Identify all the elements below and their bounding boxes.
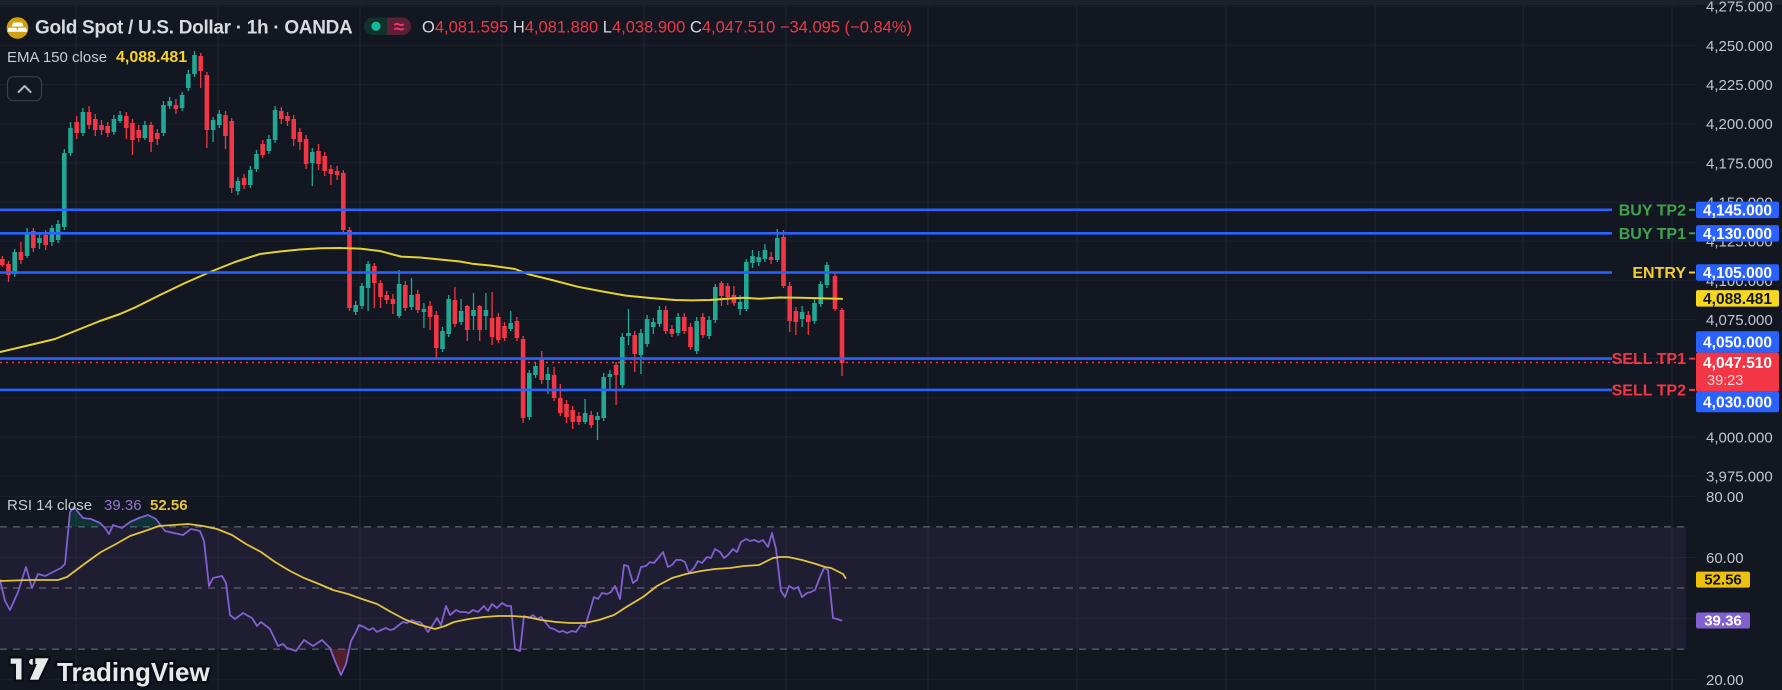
svg-text:4,088.481: 4,088.481 <box>1703 291 1772 308</box>
svg-text:4,088.481: 4,088.481 <box>116 49 187 66</box>
svg-text:TradingView: TradingView <box>57 657 210 687</box>
svg-text:39.36: 39.36 <box>1704 613 1742 630</box>
svg-text:4,130.000: 4,130.000 <box>1703 226 1772 243</box>
svg-text:4,050.000: 4,050.000 <box>1703 335 1772 352</box>
svg-text:4,000.000: 4,000.000 <box>1706 429 1773 446</box>
svg-text:4,250.000: 4,250.000 <box>1706 38 1773 55</box>
svg-text:RSI 14 close: RSI 14 close <box>7 497 92 514</box>
svg-text:4,047.510: 4,047.510 <box>1703 355 1772 372</box>
svg-text:BUY TP1: BUY TP1 <box>1619 226 1686 243</box>
svg-text:ENTRY: ENTRY <box>1632 265 1686 282</box>
svg-text:SELL TP1: SELL TP1 <box>1612 351 1686 368</box>
svg-text:3,975.000: 3,975.000 <box>1706 469 1773 486</box>
svg-text:Gold Spot / U.S. Dollar · 1h ·: Gold Spot / U.S. Dollar · 1h · OANDA <box>35 18 353 39</box>
svg-text:4,200.000: 4,200.000 <box>1706 116 1773 133</box>
svg-text:4,105.000: 4,105.000 <box>1703 265 1772 282</box>
svg-text:≈: ≈ <box>394 17 405 38</box>
svg-text:39.36: 39.36 <box>104 497 142 514</box>
svg-text:4,075.000: 4,075.000 <box>1706 312 1773 329</box>
svg-text:SELL TP2: SELL TP2 <box>1612 382 1686 399</box>
svg-text:4,275.000: 4,275.000 <box>1706 0 1773 16</box>
svg-text:20.00: 20.00 <box>1706 672 1744 689</box>
svg-text:O4,081.595 H4,081.880 L4,038.9: O4,081.595 H4,081.880 L4,038.900 C4,047.… <box>422 19 912 37</box>
svg-text:39:23: 39:23 <box>1707 373 1743 389</box>
svg-text:EMA 150 close: EMA 150 close <box>7 49 107 66</box>
svg-text:4,030.000: 4,030.000 <box>1703 395 1772 412</box>
svg-text:52.56: 52.56 <box>1704 572 1742 589</box>
svg-text:4,175.000: 4,175.000 <box>1706 155 1773 172</box>
svg-text:80.00: 80.00 <box>1706 489 1744 506</box>
svg-text:4,145.000: 4,145.000 <box>1703 202 1772 219</box>
svg-text:60.00: 60.00 <box>1706 550 1744 567</box>
svg-text:52.56: 52.56 <box>150 497 188 514</box>
svg-text:4,225.000: 4,225.000 <box>1706 77 1773 94</box>
svg-text:BUY TP2: BUY TP2 <box>1619 202 1686 219</box>
